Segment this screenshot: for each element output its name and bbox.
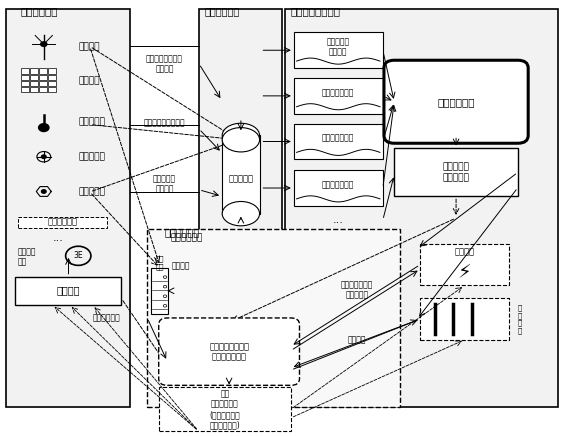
Text: 数据采集模块: 数据采集模块 bbox=[21, 7, 58, 17]
Text: 微
型
机
组: 微 型 机 组 bbox=[517, 304, 522, 334]
Text: 国家电网: 国家电网 bbox=[454, 247, 475, 256]
Text: 能源需求记录表: 能源需求记录表 bbox=[322, 180, 354, 189]
FancyBboxPatch shape bbox=[384, 60, 528, 143]
Bar bbox=[30, 87, 38, 92]
Bar bbox=[48, 81, 56, 86]
Bar bbox=[15, 277, 122, 305]
Text: 风力发电: 风力发电 bbox=[78, 42, 100, 51]
Text: 实时数据库: 实时数据库 bbox=[228, 174, 253, 184]
Bar bbox=[6, 10, 130, 407]
Bar bbox=[48, 87, 56, 92]
Text: 光线感应器: 光线感应器 bbox=[78, 187, 105, 196]
Bar bbox=[30, 68, 38, 74]
Text: 光伏发电: 光伏发电 bbox=[78, 77, 100, 85]
Bar bbox=[420, 244, 509, 286]
Bar bbox=[39, 75, 47, 80]
Bar bbox=[294, 78, 383, 114]
Text: 天气状况记录表: 天气状况记录表 bbox=[322, 88, 354, 97]
Bar bbox=[285, 10, 558, 407]
Text: 最优
能源调配方案
(能源产耗平衡
能耗成本最低): 最优 能源调配方案 (能源产耗平衡 能耗成本最低) bbox=[210, 389, 240, 429]
Bar bbox=[21, 81, 29, 86]
Text: 发电状态记录表: 发电状态记录表 bbox=[322, 133, 354, 143]
Bar bbox=[151, 268, 169, 313]
Text: ...: ... bbox=[53, 232, 63, 242]
Bar bbox=[18, 217, 107, 228]
Bar bbox=[294, 170, 383, 206]
Text: 读入感应器历史数据: 读入感应器历史数据 bbox=[143, 118, 185, 127]
Text: 能耗计量
仪器: 能耗计量 仪器 bbox=[18, 247, 36, 267]
Text: 能耗单元: 能耗单元 bbox=[57, 286, 80, 296]
Text: 储能变量: 储能变量 bbox=[171, 261, 190, 270]
Bar bbox=[420, 298, 509, 340]
Text: 天气预报信息: 天气预报信息 bbox=[47, 218, 77, 227]
Bar bbox=[222, 136, 260, 214]
Text: ...: ... bbox=[332, 215, 343, 225]
Bar bbox=[30, 75, 38, 80]
Text: 储能
设备: 储能 设备 bbox=[156, 255, 164, 270]
Bar bbox=[395, 149, 518, 196]
Bar bbox=[30, 81, 38, 86]
Text: 读入各类设备发电
历史数据: 读入各类设备发电 历史数据 bbox=[146, 54, 183, 73]
Text: 读入感应器
实时数据: 读入感应器 实时数据 bbox=[153, 174, 176, 194]
Ellipse shape bbox=[222, 128, 260, 152]
Text: 可再生能源优化调
度系统控制中心: 可再生能源优化调 度系统控制中心 bbox=[209, 342, 249, 361]
Bar bbox=[39, 68, 47, 74]
Circle shape bbox=[41, 190, 46, 193]
Bar bbox=[48, 68, 56, 74]
Text: 湿度感应器: 湿度感应器 bbox=[78, 152, 105, 161]
Bar bbox=[21, 68, 29, 74]
Bar bbox=[48, 75, 56, 80]
Bar bbox=[199, 10, 282, 407]
Text: ⚡: ⚡ bbox=[458, 264, 472, 283]
Text: 温度感应器: 温度感应器 bbox=[78, 117, 105, 126]
Bar bbox=[21, 75, 29, 80]
Text: 电网可供电容量
或离网运行: 电网可供电容量 或离网运行 bbox=[341, 280, 373, 300]
FancyBboxPatch shape bbox=[159, 318, 300, 385]
Ellipse shape bbox=[222, 201, 260, 226]
Bar bbox=[294, 124, 383, 159]
Circle shape bbox=[39, 124, 49, 132]
Circle shape bbox=[41, 155, 46, 158]
Bar bbox=[39, 81, 47, 86]
Bar bbox=[159, 388, 291, 431]
Text: 能源产耗预
测结果输出: 能源产耗预 测结果输出 bbox=[442, 163, 469, 182]
Text: 数据存储模块: 数据存储模块 bbox=[204, 7, 240, 17]
Text: 调节交互模块: 调节交互模块 bbox=[165, 227, 200, 237]
Bar bbox=[147, 229, 400, 407]
Circle shape bbox=[40, 41, 47, 47]
Text: 发电容量: 发电容量 bbox=[348, 335, 366, 344]
Ellipse shape bbox=[222, 123, 260, 148]
Text: 调节交互模块: 调节交互模块 bbox=[170, 233, 202, 242]
Text: 数据建模分析模块: 数据建模分析模块 bbox=[291, 7, 341, 17]
Text: 数据处理中心: 数据处理中心 bbox=[437, 97, 475, 107]
Bar bbox=[294, 32, 383, 68]
Text: 能耗需求响应: 能耗需求响应 bbox=[93, 313, 121, 323]
Bar bbox=[21, 87, 29, 92]
Bar bbox=[39, 87, 47, 92]
Text: 设备运行环
境记录表: 设备运行环 境记录表 bbox=[327, 37, 350, 57]
Text: 3E: 3E bbox=[74, 251, 83, 260]
